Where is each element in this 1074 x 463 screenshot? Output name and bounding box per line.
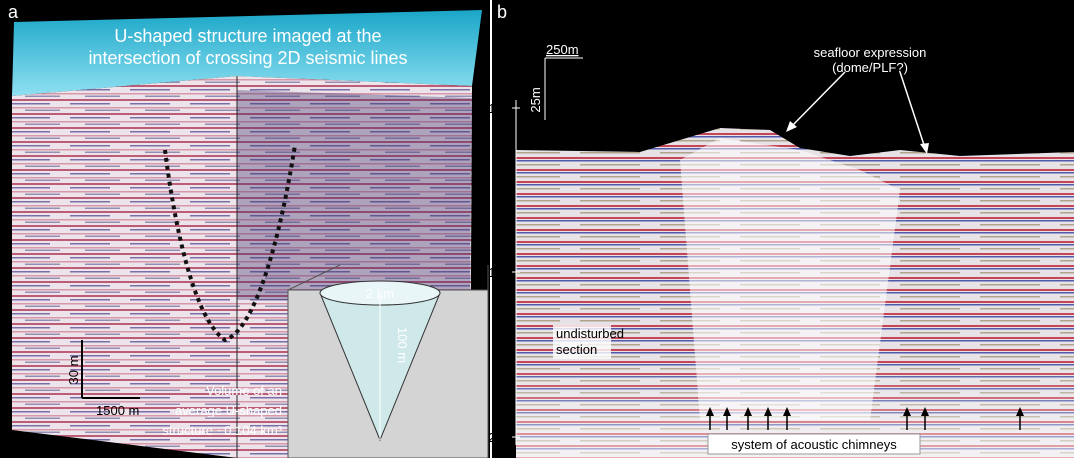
annotation-line: (dome/PLF?) — [832, 60, 908, 75]
title-line: intersection of crossing 2D seismic line… — [88, 48, 407, 68]
title-line: U-shaped structure imaged at the — [114, 26, 381, 46]
figure: a U-shaped structure imaged at the inter… — [0, 0, 1074, 458]
seismic-face-left — [12, 76, 237, 458]
scale-label: 1500 m — [96, 403, 139, 418]
annotation-line: seafloor expression — [814, 45, 927, 60]
axis-label: depth (ms) — [493, 164, 508, 226]
depth-tick-label: 180 — [488, 265, 510, 280]
panel-label: b — [497, 2, 507, 22]
dark-zone — [237, 90, 472, 300]
panel-label: a — [8, 2, 19, 22]
scale-label: 25m — [528, 87, 543, 112]
volume-line: Volume of an — [206, 383, 282, 398]
cone-depth: 100 m — [395, 327, 410, 363]
undisturbed-line: section — [556, 342, 597, 357]
volume-line: average U-shaped — [175, 403, 282, 418]
depth-tick-label: 120 — [488, 101, 510, 116]
cone-diameter: 2 km — [366, 286, 394, 301]
undisturbed-line: undisturbed — [556, 326, 624, 341]
scale-label: 30 m — [66, 356, 81, 385]
depth-tick-label: 240 — [488, 430, 510, 445]
volume-line: structure ~0.104 km³ — [162, 423, 282, 438]
scale-label: 250m — [546, 42, 579, 57]
chimneys-label: system of acoustic chimneys — [731, 437, 897, 452]
